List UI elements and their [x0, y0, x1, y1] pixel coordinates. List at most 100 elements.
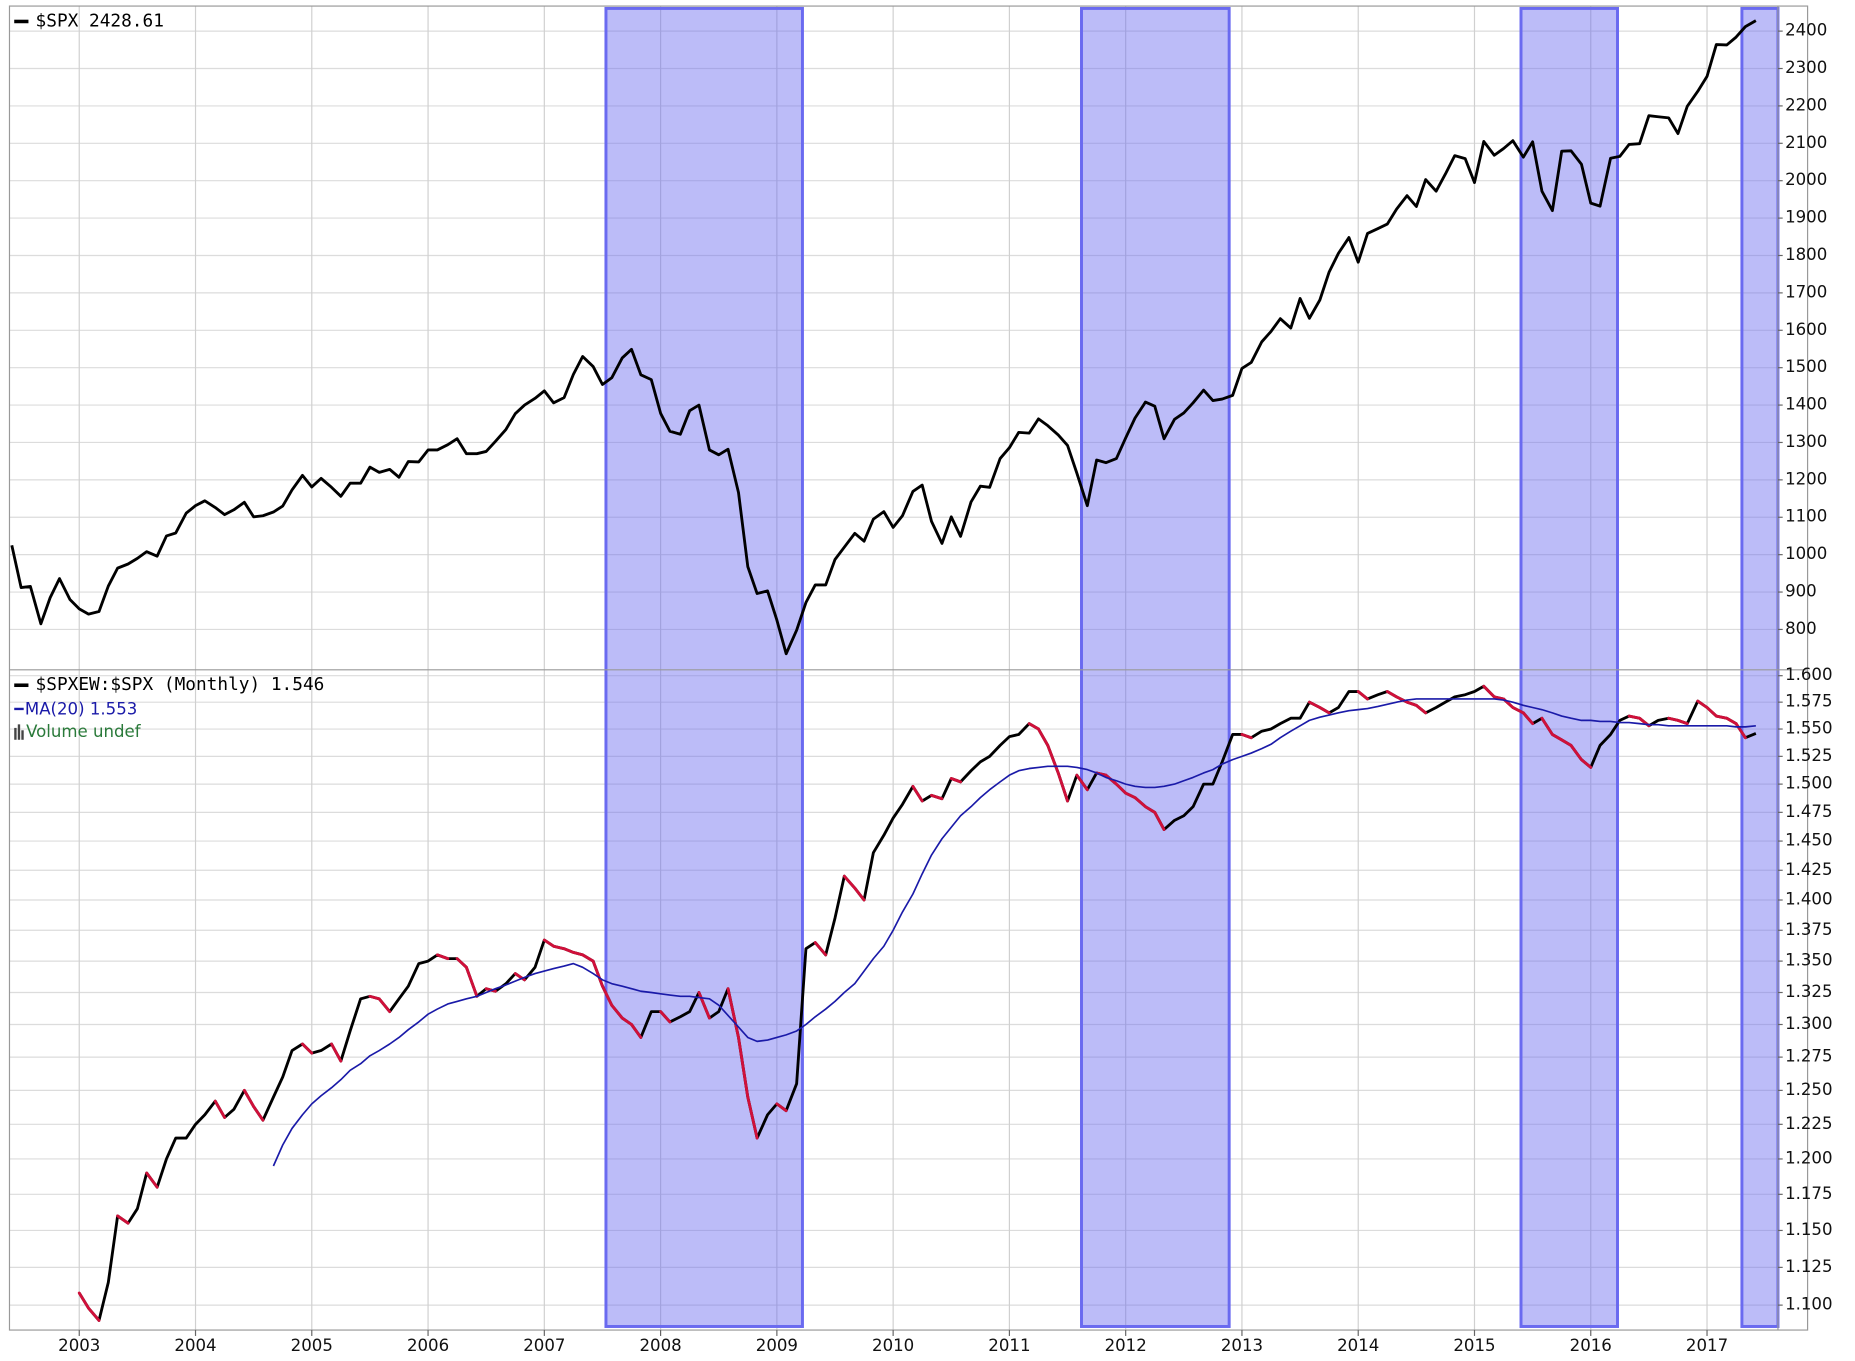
down-segment: [1511, 706, 1525, 715]
y-tick-label: 1500: [1785, 357, 1827, 376]
down-segment: [746, 1095, 759, 1140]
down-segment: [377, 997, 392, 1014]
frame: [8, 5, 1809, 1331]
y-tick-label: 1.150: [1785, 1220, 1832, 1239]
down-segment: [455, 957, 468, 969]
down-segment: [591, 959, 604, 988]
down-segment: [775, 1102, 788, 1113]
down-segment: [610, 1003, 624, 1020]
down-segment: [1696, 699, 1709, 709]
down-segment: [853, 886, 866, 902]
down-segment: [1734, 722, 1747, 740]
down-segment: [571, 950, 585, 957]
down-segment: [542, 938, 556, 948]
y-tick-label: 1.300: [1785, 1014, 1832, 1033]
y-tick-label: 1.500: [1785, 774, 1832, 793]
down-segment: [1714, 714, 1729, 720]
y-tick-label: 2300: [1785, 58, 1827, 77]
down-segment: [301, 1042, 314, 1055]
down-segment: [1580, 758, 1593, 769]
x-tick-label: 2003: [58, 1336, 100, 1355]
y-tick-label: 1.200: [1785, 1148, 1832, 1167]
down-segment: [1133, 796, 1147, 809]
y-tick-label: 1.400: [1785, 890, 1832, 909]
down-segment: [1027, 722, 1040, 731]
down-segment: [581, 953, 595, 963]
legend-label: MA(20) 1.553: [25, 700, 137, 719]
grid: [9, 6, 1778, 1331]
down-segment: [1482, 684, 1496, 699]
y-tick-label: 1200: [1785, 469, 1827, 488]
down-segment: [1056, 771, 1069, 803]
x-tick-label: 2007: [523, 1336, 565, 1355]
down-segment: [330, 1042, 343, 1063]
x-tick-label: 2015: [1453, 1336, 1495, 1355]
down-segment: [1240, 733, 1253, 740]
down-segment: [697, 991, 711, 1020]
y-tick-label: 2100: [1785, 133, 1827, 152]
down-segment: [911, 784, 924, 803]
x-tick-label: 2017: [1686, 1336, 1728, 1355]
legend: $SPX 2428.61 $SPXEW:$SPX (Monthly) 1.546…: [14, 11, 324, 741]
down-segment: [1540, 716, 1554, 736]
y-tick-label: 1900: [1785, 208, 1827, 227]
y-tick-label: 1.225: [1785, 1114, 1832, 1133]
y-tick-label: 1600: [1785, 320, 1827, 339]
down-segment: [368, 994, 381, 1001]
y-tick-label: 1.100: [1785, 1295, 1832, 1314]
down-segment: [435, 953, 450, 961]
down-segment: [1307, 700, 1322, 709]
down-segment: [813, 941, 828, 957]
highlight-region: [1080, 6, 1231, 1328]
y-tick-label: 2400: [1785, 21, 1827, 40]
y-tick-label: 1.550: [1785, 719, 1832, 738]
y-tick-label: 1.575: [1785, 692, 1832, 711]
down-segment: [87, 1306, 101, 1322]
down-segment: [213, 1099, 227, 1119]
y-tick-label: 2200: [1785, 95, 1827, 114]
volume-label: Volume undef: [26, 722, 142, 741]
down-segment: [1550, 733, 1564, 742]
y-tick-label: 1.375: [1785, 920, 1832, 939]
y-tick-label: 1400: [1785, 395, 1827, 414]
down-segment: [242, 1088, 256, 1109]
x-tick-label: 2010: [872, 1336, 914, 1355]
down-segment: [601, 984, 614, 1007]
down-segment: [1318, 706, 1331, 715]
down-segment: [1037, 727, 1050, 747]
down-segment: [465, 965, 479, 998]
down-segment: [1153, 810, 1166, 831]
down-segment: [1405, 700, 1418, 707]
y-tick-label: 1700: [1785, 282, 1827, 301]
down-segment: [842, 874, 857, 890]
down-segment: [1414, 703, 1428, 715]
down-segment: [552, 944, 566, 951]
down-segment: [1667, 716, 1680, 722]
down-segment: [930, 793, 944, 801]
y-tick-label: 1100: [1785, 507, 1827, 526]
x-tick-label: 2014: [1337, 1336, 1379, 1355]
x-tick-label: 2005: [291, 1336, 333, 1355]
y-tick-label: 1.425: [1785, 860, 1832, 879]
y-tick-label: 1800: [1785, 245, 1827, 264]
y-tick-label: 1.175: [1785, 1184, 1832, 1203]
line-series: [10, 19, 1757, 656]
y-tick-label: 800: [1785, 619, 1817, 638]
down-segment: [1114, 782, 1128, 795]
y-tick-label: 900: [1785, 582, 1817, 601]
line-series: [272, 698, 1756, 1167]
x-tick-label: 2006: [407, 1336, 449, 1355]
down-segment: [1560, 738, 1573, 747]
y-tick-label: 1.125: [1785, 1257, 1832, 1276]
down-segment: [620, 1016, 633, 1026]
x-tick-label: 2008: [639, 1336, 681, 1355]
y-tick-label: 1.250: [1785, 1080, 1832, 1099]
down-segment: [252, 1105, 265, 1122]
down-segment: [1395, 695, 1409, 704]
down-segment: [1569, 743, 1583, 762]
down-segment: [949, 777, 962, 784]
x-tick-label: 2004: [174, 1336, 216, 1355]
x-tick-label: 2016: [1570, 1336, 1612, 1355]
